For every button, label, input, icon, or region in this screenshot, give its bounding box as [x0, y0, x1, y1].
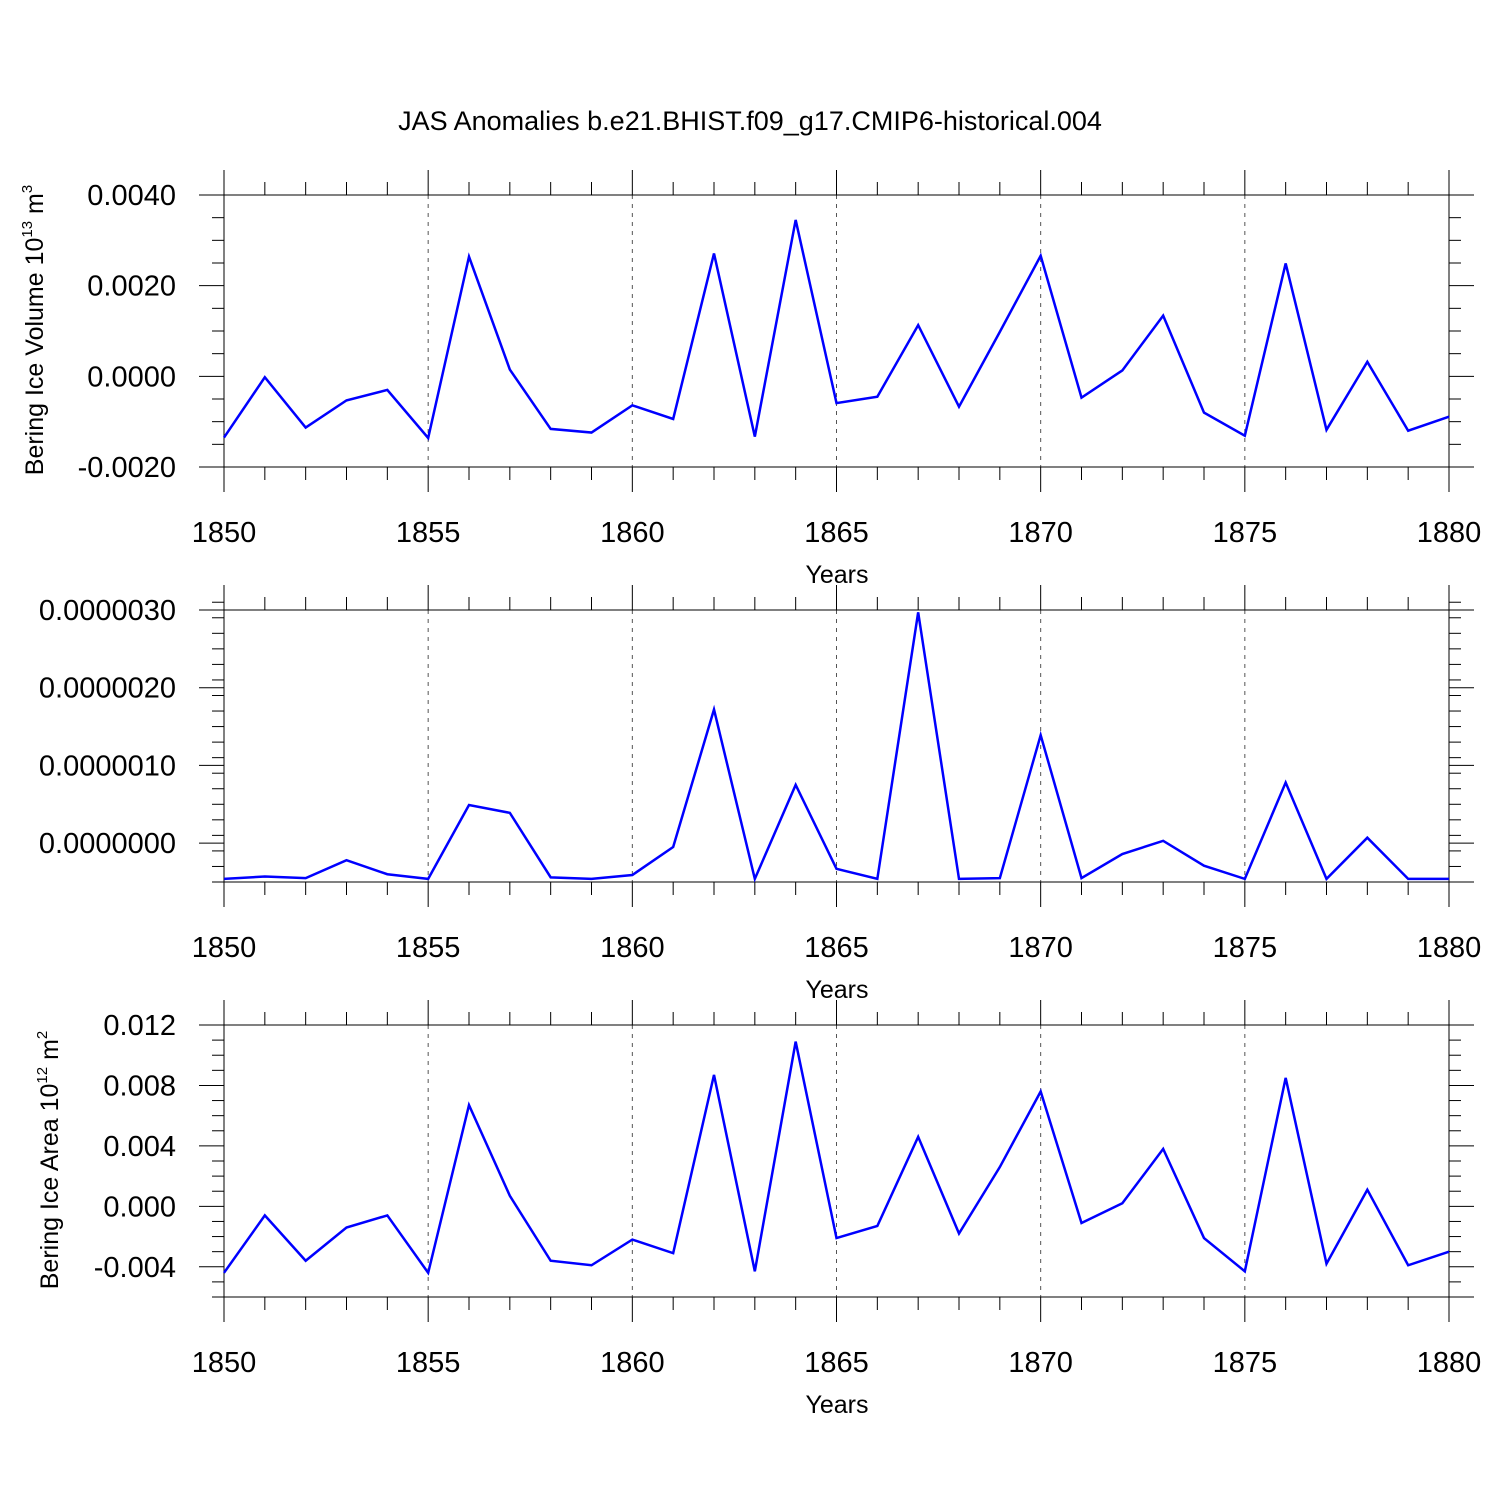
x-tick-label: 1865: [804, 517, 869, 549]
y-tick-label: 0.004: [103, 1131, 176, 1163]
y-axis-title: Bering Ice Volume 1013 m3: [19, 185, 49, 475]
y-tick-label: 0.0000: [87, 361, 176, 393]
x-tick-label: 1855: [396, 1347, 461, 1379]
x-tick-label: 1880: [1417, 932, 1482, 964]
y-tick-label: 0.012: [103, 1010, 176, 1042]
x-tick-label: 1865: [804, 932, 869, 964]
x-tick-label: 1875: [1213, 1347, 1278, 1379]
series-line: [223, 612, 1449, 883]
y-tick-label: 0.008: [103, 1070, 176, 1102]
x-tick-label: 1870: [1008, 517, 1073, 549]
x-tick-label: 1880: [1417, 517, 1482, 549]
y-tick-label: -0.0020: [78, 452, 176, 484]
chart-title: JAS Anomalies b.e21.BHIST.f09_g17.CMIP6-…: [398, 106, 1102, 136]
x-tick-label: 1870: [1008, 932, 1073, 964]
y-tick-label: 0.0020: [87, 271, 176, 303]
y-tick-label: 0.000: [103, 1191, 176, 1223]
y-tick-label: 0.0000000: [39, 828, 176, 860]
x-tick-label: 1860: [600, 932, 665, 964]
series-line: [222, 219, 1450, 441]
x-tick-label: 1860: [600, 517, 665, 549]
x-axis-title: Years: [805, 1391, 868, 1419]
x-tick-label: 1875: [1213, 932, 1278, 964]
x-tick-label: 1880: [1417, 1347, 1482, 1379]
x-tick-label: 1850: [192, 1347, 257, 1379]
x-tick-label: 1855: [396, 932, 461, 964]
x-tick-label: 1865: [804, 1347, 869, 1379]
panel-ice-area: Bering Ice Area 1012 m2 Years 1850 1855 18…: [34, 1000, 1481, 1419]
x-tick-label: 1875: [1213, 517, 1278, 549]
y-tick-label: 0.0000020: [39, 673, 176, 705]
x-tick-label: 1870: [1008, 1347, 1073, 1379]
y-tick-label: -0.004: [94, 1252, 176, 1284]
y-axis-title: Bering Ice Area 1012 m2: [34, 1031, 64, 1290]
x-axis-title: Years: [805, 976, 868, 1004]
series-line: [222, 1041, 1450, 1276]
x-tick-label: 1855: [396, 517, 461, 549]
y-tick-label: 0.0000010: [39, 750, 176, 782]
x-tick-label: 1850: [192, 517, 257, 549]
panel-ice-volume: Bering Ice Volume 1013 m3 Years 1850 1855…: [19, 170, 1481, 589]
panel-anomaly: Years 1850 1855 1860 1865 1870 1875 1880 0.0000…: [39, 585, 1481, 1004]
x-tick-label: 1860: [600, 1347, 665, 1379]
x-axis-title: Years: [805, 561, 868, 589]
y-tick-label: 0.0040: [87, 180, 176, 212]
x-tick-label: 1850: [192, 932, 257, 964]
y-tick-label: 0.0000030: [39, 595, 176, 627]
